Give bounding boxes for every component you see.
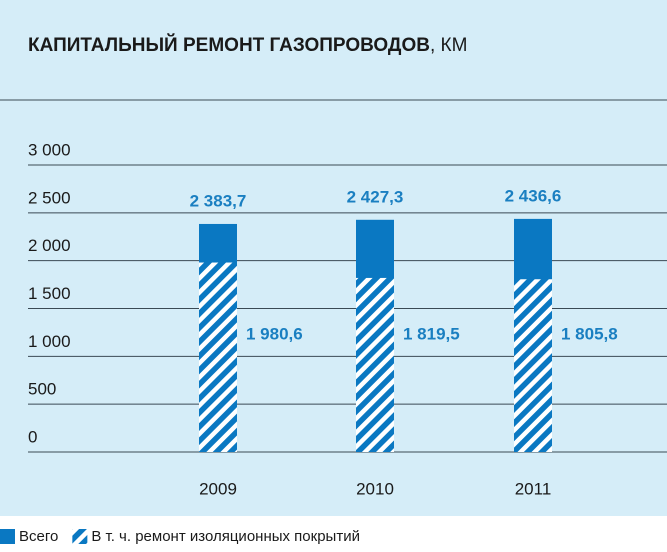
y-tick-label: 500: [28, 380, 56, 399]
legend-swatch: [72, 529, 88, 544]
y-tick-label: 3 000: [28, 140, 71, 159]
y-tick-label: 1 500: [28, 284, 71, 303]
legend-swatch: [0, 529, 15, 544]
chart-title: КАПИТАЛЬНЫЙ РЕМОНТ ГАЗОПРОВОДОВ, КМ: [28, 34, 467, 56]
chart-background: [0, 0, 667, 516]
sub-value-label: 1 805,8: [561, 324, 618, 343]
y-tick-label: 1 000: [28, 332, 71, 351]
title-unit: , КМ: [430, 35, 467, 56]
title-main: КАПИТАЛЬНЫЙ РЕМОНТ ГАЗОПРОВОДОВ: [28, 34, 430, 56]
y-tick-label: 2 000: [28, 236, 71, 255]
x-tick-label: 2011: [515, 479, 552, 498]
total-value-label: 2 383,7: [190, 191, 247, 210]
total-value-label: 2 427,3: [347, 187, 404, 206]
legend-label: В т. ч. ремонт изоляционных покрытий: [91, 528, 360, 545]
sub-value-label: 1 819,5: [403, 324, 460, 343]
y-tick-label: 2 500: [28, 188, 71, 207]
total-value-label: 2 436,6: [505, 186, 562, 205]
hatched-bar: [356, 277, 394, 452]
x-tick-label: 2010: [356, 479, 394, 498]
legend-label: Всего: [19, 528, 58, 545]
sub-value-label: 1 980,6: [246, 324, 303, 343]
y-tick-label: 0: [28, 427, 37, 446]
x-tick-label: 2009: [199, 479, 237, 498]
hatched-bar: [199, 262, 237, 452]
hatched-bar: [514, 279, 552, 452]
